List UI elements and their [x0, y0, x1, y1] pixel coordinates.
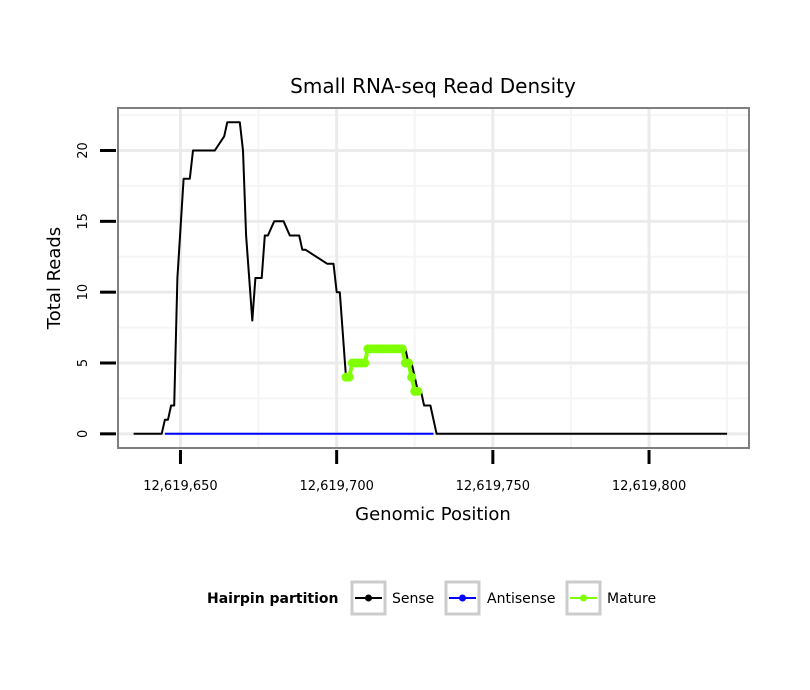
y-axis: 0 5 10 15 20	[76, 142, 116, 438]
y-tick-label: 20	[76, 142, 91, 159]
y-tick-label: 15	[76, 213, 91, 230]
x-axis-label: Genomic Position	[355, 504, 511, 525]
data-point-mature	[404, 358, 414, 368]
data-point-mature	[397, 344, 407, 354]
plot-panel	[117, 107, 750, 449]
legend: Hairpin partition Sense Antisense Mature	[207, 580, 656, 616]
data-point-mature	[360, 358, 370, 368]
legend-point-mature	[580, 594, 587, 602]
y-axis-label: Total Reads	[44, 227, 65, 330]
chart-title: Small RNA-seq Read Density	[290, 74, 576, 98]
legend-point-sense	[365, 594, 372, 602]
legend-label-antisense: Antisense	[487, 591, 556, 607]
x-tick-label: 12,619,800	[612, 479, 686, 494]
x-axis: 12,619,650 12,619,700 12,619,750 12,619,800	[143, 450, 686, 494]
legend-label-sense: Sense	[392, 591, 434, 607]
y-tick-label: 5	[76, 359, 91, 367]
legend-point-antisense	[459, 594, 466, 602]
x-tick-label: 12,619,750	[456, 479, 530, 494]
legend-entries: Sense Antisense Mature	[350, 580, 656, 616]
data-point-mature	[344, 372, 354, 382]
data-point-mature	[407, 372, 417, 382]
x-tick-label: 12,619,700	[299, 479, 373, 494]
series-layer	[133, 121, 728, 435]
data-point-mature	[413, 386, 423, 396]
y-tick-label: 10	[76, 284, 91, 301]
legend-title: Hairpin partition	[207, 591, 338, 607]
x-tick-label: 12,619,650	[143, 479, 217, 494]
y-tick-label: 0	[76, 430, 91, 438]
legend-label-mature: Mature	[607, 591, 656, 607]
grid-minor	[119, 109, 748, 447]
